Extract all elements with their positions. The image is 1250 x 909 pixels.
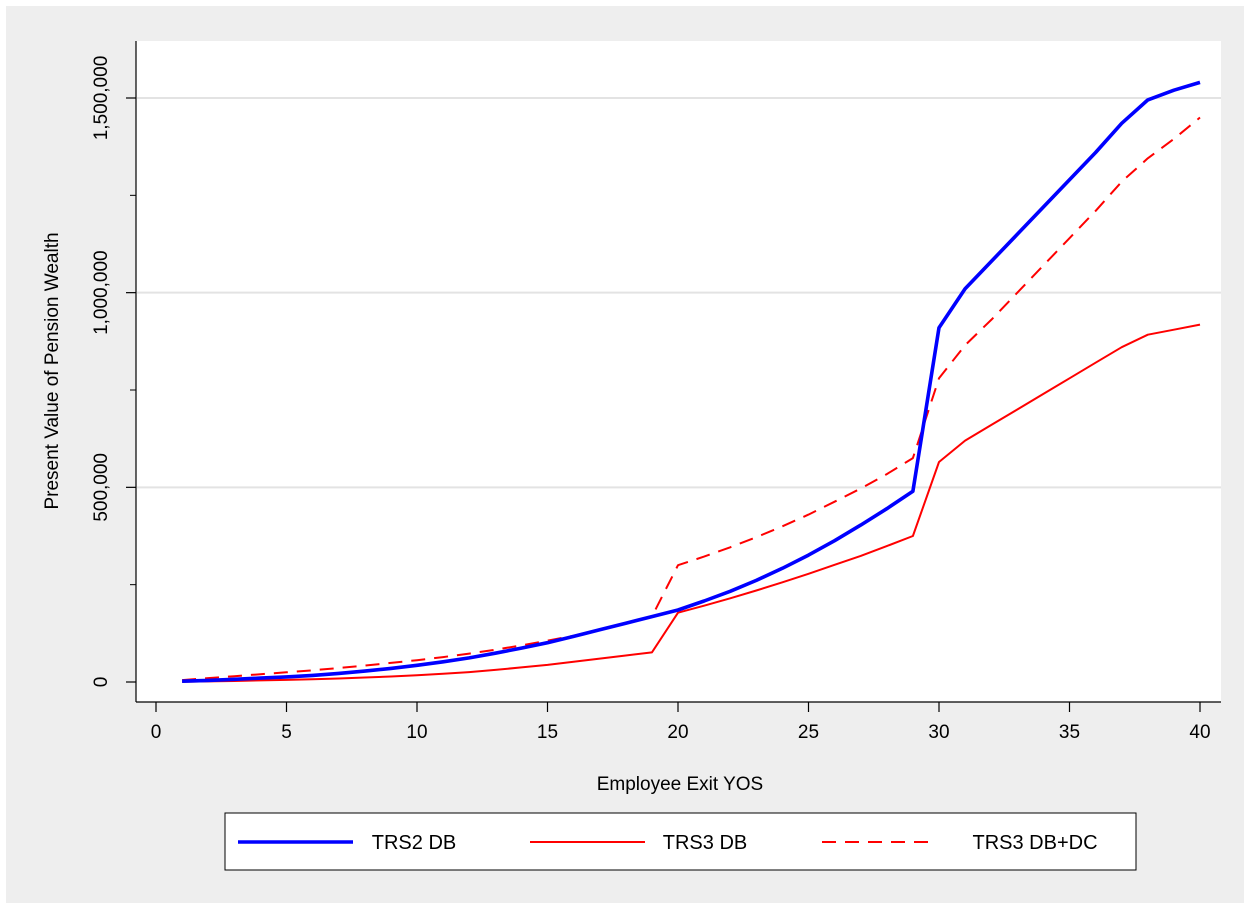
y-ticks: 0 500,000 1,000,000 1,500,000: [91, 56, 136, 688]
x-tick-label-6: 30: [928, 722, 949, 743]
x-tick-label-4: 20: [667, 722, 688, 743]
x-tick-label-0: 0: [151, 722, 162, 743]
x-axis-title: Employee Exit YOS: [597, 774, 764, 795]
y-tick-label-1: 500,000: [91, 453, 112, 522]
series-lines: [182, 80, 1201, 683]
y-tick-label-0: 0: [91, 677, 112, 688]
y-tick-label-2: 1,000,000: [91, 250, 112, 335]
x-tick-label-5: 25: [798, 722, 819, 743]
series-line-trs3-db-dc: [182, 116, 1201, 682]
x-tick-label-1: 5: [281, 722, 292, 743]
legend: TRS2 DB TRS3 DB TRS3 DB+DC: [224, 812, 1137, 871]
series-line-trs2-db: [182, 80, 1201, 683]
x-tick-label-8: 40: [1189, 722, 1210, 743]
y-tick-label-3: 1,500,000: [91, 56, 112, 141]
legend-label-trs2-db: TRS2 DB: [372, 832, 456, 854]
x-tick-label-3: 15: [537, 722, 558, 743]
grid: [137, 97, 1221, 489]
legend-label-trs3-db: TRS3 DB: [663, 832, 747, 854]
series-line-trs3-db: [182, 323, 1201, 683]
legend-box: [224, 812, 1137, 871]
plot-area: [136, 41, 1221, 702]
x-tick-label-2: 10: [406, 722, 427, 743]
legend-label-trs3-db-dc: TRS3 DB+DC: [972, 832, 1097, 854]
x-tick-label-7: 35: [1059, 722, 1080, 743]
y-axis-title: Present Value of Pension Wealth: [42, 232, 63, 509]
x-ticks: 0 5 10 15 20 25 30 35 40: [151, 702, 1211, 743]
